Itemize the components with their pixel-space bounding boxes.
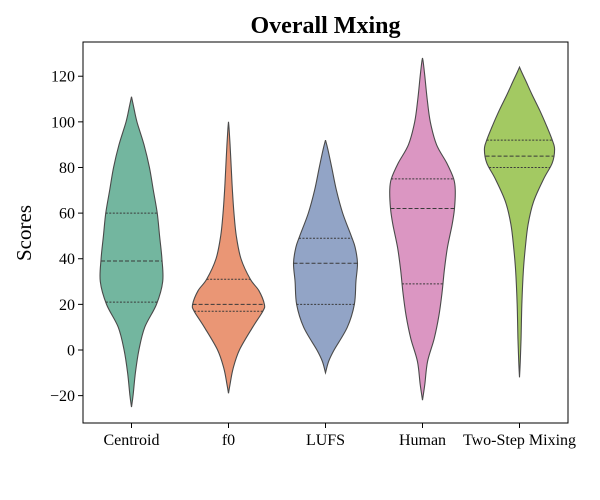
- x-tick-label: Human: [399, 432, 446, 449]
- x-tick-label: Two-Step Mixing: [463, 432, 576, 449]
- plot-frame: [82, 41, 569, 424]
- violin-centroid: [99, 96, 164, 408]
- violin-group: [99, 57, 556, 408]
- x-tick-label: f0: [222, 432, 235, 449]
- chart-title: Overall Mxing: [251, 13, 401, 39]
- x-tick-label: Centroid: [104, 432, 160, 449]
- y-tick-label: 20: [59, 297, 75, 314]
- y-tick-label: −20: [50, 388, 75, 405]
- y-tick-label: 100: [51, 114, 75, 131]
- y-axis-ticks: −20 0 20 40 60 80 100 120: [50, 69, 83, 405]
- violin-f0: [191, 121, 266, 394]
- y-tick-label: 40: [59, 251, 75, 268]
- y-axis-label: Scores: [12, 205, 36, 261]
- x-tick-label: LUFS: [306, 432, 345, 449]
- y-tick-label: 0: [67, 342, 75, 359]
- y-tick-label: 80: [59, 160, 75, 177]
- x-axis-ticks: Centroid f0 LUFS Human Two-Step Mixing: [104, 423, 576, 449]
- violin-human: [389, 57, 456, 401]
- y-tick-label: 60: [59, 206, 75, 223]
- violin-lufs: [292, 139, 359, 375]
- y-tick-label: 120: [51, 69, 75, 86]
- violin-two-step-mixing: [483, 65, 556, 378]
